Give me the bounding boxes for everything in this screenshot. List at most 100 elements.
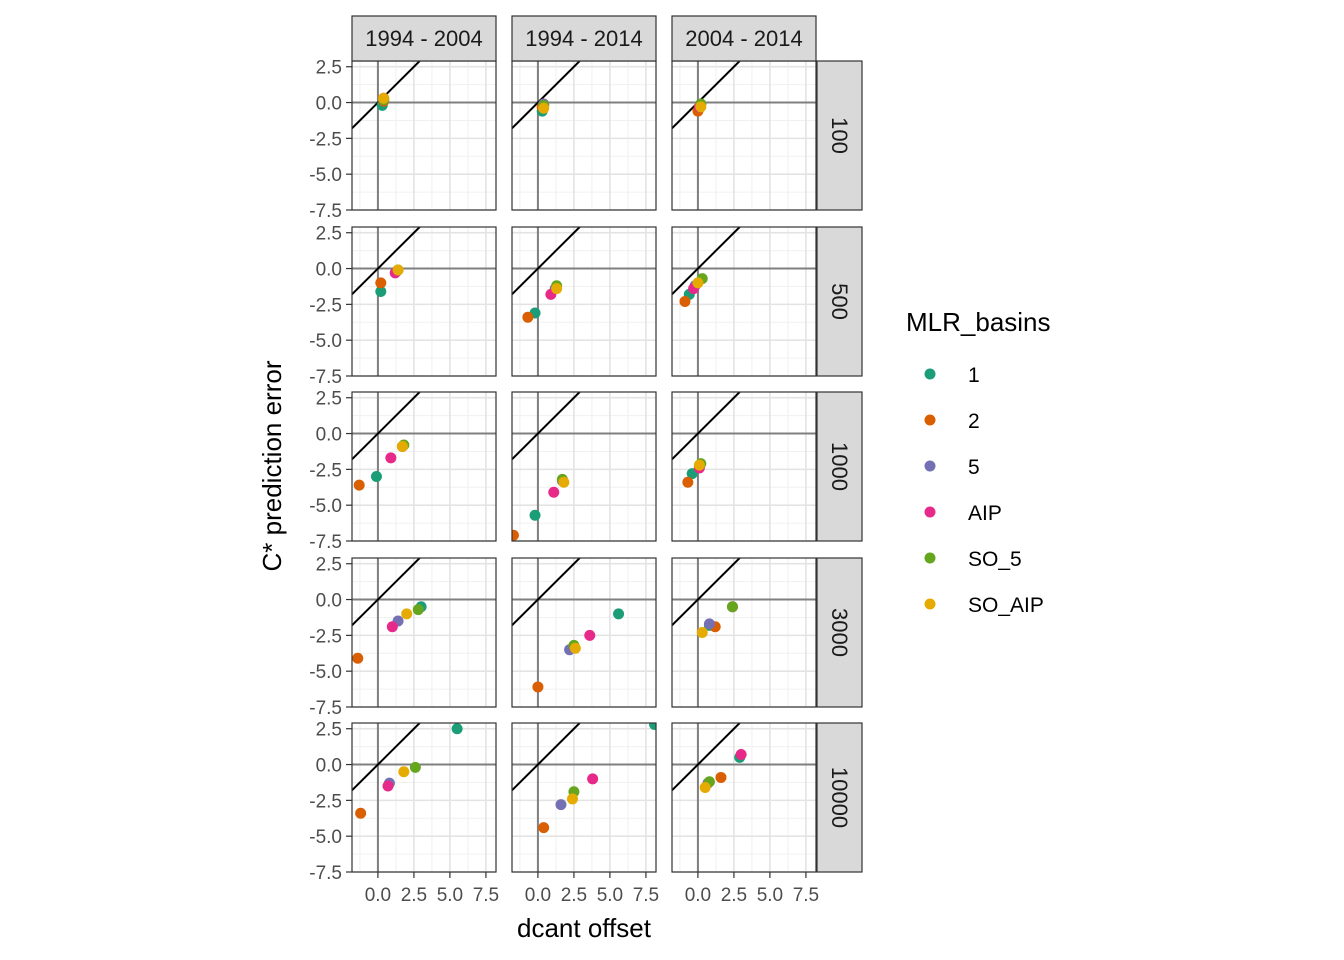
- legend-entry: AIP: [924, 502, 1002, 525]
- facet-panel: [671, 60, 817, 211]
- row-strip: [816, 722, 863, 873]
- y-tick-label: -5.0: [309, 165, 342, 186]
- panel-background: [672, 723, 816, 872]
- legend-key: [924, 368, 936, 380]
- y-tick-label: 2.5: [316, 58, 342, 79]
- data-point: [370, 471, 382, 483]
- legend-entry: SO_AIP: [924, 594, 1044, 617]
- facet-panel: [671, 226, 817, 377]
- identity-line: [512, 723, 581, 792]
- legend: MLR_basins 1 2 5 AIP SO_5 SO_AIP: [906, 307, 1051, 617]
- identity-line: [512, 227, 581, 296]
- panel-points: [538, 723, 656, 834]
- y-tick-label: 2.5: [316, 224, 342, 245]
- data-point: [386, 621, 398, 633]
- x-tick-label: 7.5: [473, 885, 499, 906]
- row-strip-label: 1000: [827, 442, 852, 491]
- legend-label: SO_5: [968, 548, 1022, 571]
- data-point: [555, 799, 567, 811]
- legend-key: [924, 598, 936, 610]
- data-point: [396, 440, 408, 452]
- x-axis-title: dcant offset: [517, 913, 652, 943]
- panel-border: [671, 391, 817, 542]
- y-tick-label: -2.5: [309, 460, 342, 481]
- data-point: [566, 793, 578, 805]
- legend-entry: 2: [924, 410, 980, 433]
- data-point: [522, 311, 534, 323]
- legend-title: MLR_basins: [906, 307, 1051, 337]
- panel-background: [352, 723, 496, 872]
- panel-background: [352, 227, 496, 376]
- facet-panel: [671, 391, 817, 542]
- identity-line: [672, 392, 741, 461]
- y-axis-title: C* prediction error: [257, 360, 287, 571]
- panel-background: [672, 227, 816, 376]
- identity-line: [512, 392, 581, 461]
- panel-border: [671, 722, 817, 873]
- x-tick-label: 5.0: [437, 885, 463, 906]
- panel-background: [672, 392, 816, 541]
- y-tick-label: -7.5: [309, 367, 342, 388]
- data-point: [538, 822, 550, 834]
- data-point: [558, 476, 570, 488]
- y-tick-label: 2.5: [316, 389, 342, 410]
- panel-points: [512, 473, 570, 541]
- data-point: [551, 283, 563, 295]
- y-tick-label: -5.0: [309, 496, 342, 517]
- identity-line: [352, 558, 421, 627]
- y-tick-label: -7.5: [309, 698, 342, 719]
- panel-background: [352, 558, 496, 707]
- panel-background: [512, 61, 656, 210]
- legend-key: [924, 506, 936, 518]
- identity-line: [352, 392, 421, 461]
- data-point: [693, 459, 705, 471]
- identity-line: [352, 227, 421, 296]
- data-point: [699, 781, 711, 793]
- y-tick-label: 0.0: [316, 756, 342, 777]
- panel-points: [536, 98, 550, 117]
- data-point: [682, 476, 694, 488]
- y-tick-label: 0.0: [316, 591, 342, 612]
- y-axes: 2.50.0-2.5-5.0-7.52.50.0-2.5-5.0-7.52.50…: [309, 58, 352, 884]
- panel-points: [682, 458, 707, 488]
- data-point: [398, 766, 410, 778]
- legend-label: 5: [968, 456, 980, 479]
- row-strip-label: 100: [827, 117, 852, 154]
- row-strips: 100 500 1000 3000 10000: [816, 60, 863, 873]
- data-point: [569, 642, 581, 654]
- panels-layer: [351, 60, 817, 873]
- column-strip: [511, 15, 657, 62]
- data-point: [382, 780, 394, 792]
- facet-panel: [511, 60, 657, 211]
- facet-panel: [511, 391, 657, 542]
- panel-background: [352, 392, 496, 541]
- legend-label: 1: [968, 364, 980, 387]
- data-point: [352, 652, 364, 664]
- data-point: [695, 101, 707, 113]
- y-tick-label: 0.0: [316, 260, 342, 281]
- column-strip: [351, 15, 497, 62]
- data-point: [715, 771, 727, 783]
- x-tick-label: 0.0: [685, 885, 711, 906]
- data-point: [375, 285, 387, 297]
- legend-label: SO_AIP: [968, 594, 1044, 617]
- panel-border: [511, 226, 657, 377]
- panel-background: [672, 61, 816, 210]
- legend-label: AIP: [968, 502, 1002, 525]
- panel-background: [672, 558, 816, 707]
- x-axes: 0.0 2.5 5.0 7.5 0.0 2.5 5.0 7.5 0.0 2.5 5.0 7.5: [365, 872, 819, 906]
- y-tick-label: -2.5: [309, 626, 342, 647]
- y-tick-label: -7.5: [309, 201, 342, 222]
- data-point: [679, 296, 691, 307]
- facet-panel: [351, 60, 497, 211]
- panel-points: [522, 280, 563, 323]
- legend-items: 1 2 5 AIP SO_5 SO_AIP: [924, 364, 1044, 617]
- row-strip: [816, 391, 863, 542]
- data-point: [692, 277, 704, 289]
- facet-panel: [671, 722, 817, 873]
- panel-points: [679, 273, 708, 307]
- row-strip-label: 10000: [827, 767, 852, 828]
- data-point: [538, 102, 550, 114]
- panel-border: [671, 557, 817, 708]
- y-tick-label: 0.0: [316, 94, 342, 115]
